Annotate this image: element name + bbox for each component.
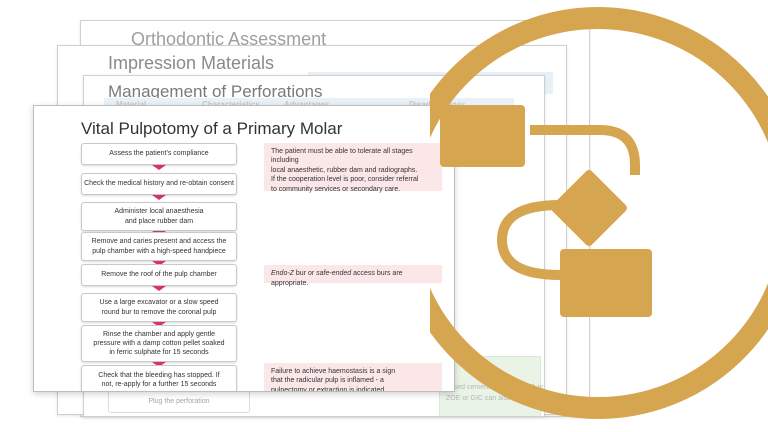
step-text: not, re-apply for a further 15 seconds <box>101 381 217 388</box>
step-text: pressure with a damp cotton pellet soake… <box>93 339 225 347</box>
flowchart-logo-icon <box>430 7 768 419</box>
column-header: Material <box>116 100 146 109</box>
step-text: Remove the roof of the pulp chamber <box>101 271 217 279</box>
note-text: access burs are appropriate. <box>271 270 403 287</box>
note-text: If the cooperation level is poor, consid… <box>271 176 419 184</box>
step-text: Assess the patient's compliance <box>109 150 209 158</box>
note-text: local anaesthetic, rubber dam and radiog… <box>271 166 418 174</box>
arrow-down-icon <box>152 165 166 170</box>
step-plug-perforation: Plug the perforation <box>108 389 250 413</box>
note-text: bur or <box>293 270 317 277</box>
note-text: The patient must be able to tolerate all… <box>271 148 413 165</box>
step-text: Remove and caries present and access the <box>91 238 227 246</box>
page-title: Vital Pulpotomy of a Primary Molar <box>81 119 343 138</box>
step-text: Rinse the chamber and apply gentle <box>102 330 216 338</box>
step-text: Use a large excavator or a slow speed <box>99 299 219 307</box>
flowchart-step: Rinse the chamber and apply gentle pressu… <box>81 325 237 362</box>
step-text: Check that the bleeding has stopped. If <box>98 371 220 379</box>
note-text: that the radicular pulp is inflamed - a <box>271 377 384 385</box>
arrow-down-icon <box>152 195 166 200</box>
note-text: pulpectomy or extraction is indicated <box>271 386 385 392</box>
flowchart-card-pulpotomy: Vital Pulpotomy of a Primary Molar Asses… <box>33 105 455 392</box>
card-title: Orthodontic Assessment <box>131 29 327 49</box>
flowchart-node-icon <box>560 249 652 317</box>
step-text: and place rubber dam <box>124 217 194 225</box>
flowchart-step: Assess the patient's compliance <box>81 143 237 165</box>
decision-node-icon <box>551 170 627 246</box>
flowchart-step: Remove and caries present and access the… <box>81 232 237 261</box>
note-text: to community services or secondary care. <box>271 185 401 193</box>
flowchart-node-icon <box>440 105 525 167</box>
note-text: safe-ended <box>316 270 352 277</box>
column-header: Characteristics <box>202 100 260 109</box>
flowchart-step: Check that the bleeding has stopped. If n… <box>81 365 237 391</box>
flowchart-step: Administer local anaesthesia and place ru… <box>81 202 237 231</box>
column-header: Advantages <box>284 100 329 109</box>
step-text: pulp chamber with a high-speed handpiece <box>92 247 226 255</box>
flowchart-step: Use a large excavator or a slow speed rou… <box>81 293 237 322</box>
card-title: Management of Perforations <box>108 82 323 101</box>
step-text: Check the medical history and re-obtain … <box>84 180 234 188</box>
step-text: round bur to remove the coronal pulp <box>101 308 217 316</box>
info-note: Failure to achieve haemostasis is a sign… <box>264 363 442 392</box>
note-text: Failure to achieve haemostasis is a sign <box>271 368 396 375</box>
card-title: Impression Materials <box>108 53 275 73</box>
arrow-down-icon <box>152 362 166 367</box>
note-text: Endo-Z <box>271 270 294 277</box>
info-note: The patient must be able to tolerate all… <box>264 143 442 193</box>
info-note: Endo-Z bur or safe-ended access burs are… <box>264 265 442 287</box>
flowchart-step: Remove the roof of the pulp chamber <box>81 264 237 286</box>
step-text: Administer local anaesthesia <box>114 208 204 216</box>
flowchart-step: Check the medical history and re-obtain … <box>81 173 237 195</box>
arrow-down-icon <box>152 286 166 291</box>
arrow-down-icon <box>152 261 166 266</box>
arrow-down-icon <box>152 322 166 327</box>
step-text: in ferric sulphate for 15 seconds <box>109 349 209 357</box>
